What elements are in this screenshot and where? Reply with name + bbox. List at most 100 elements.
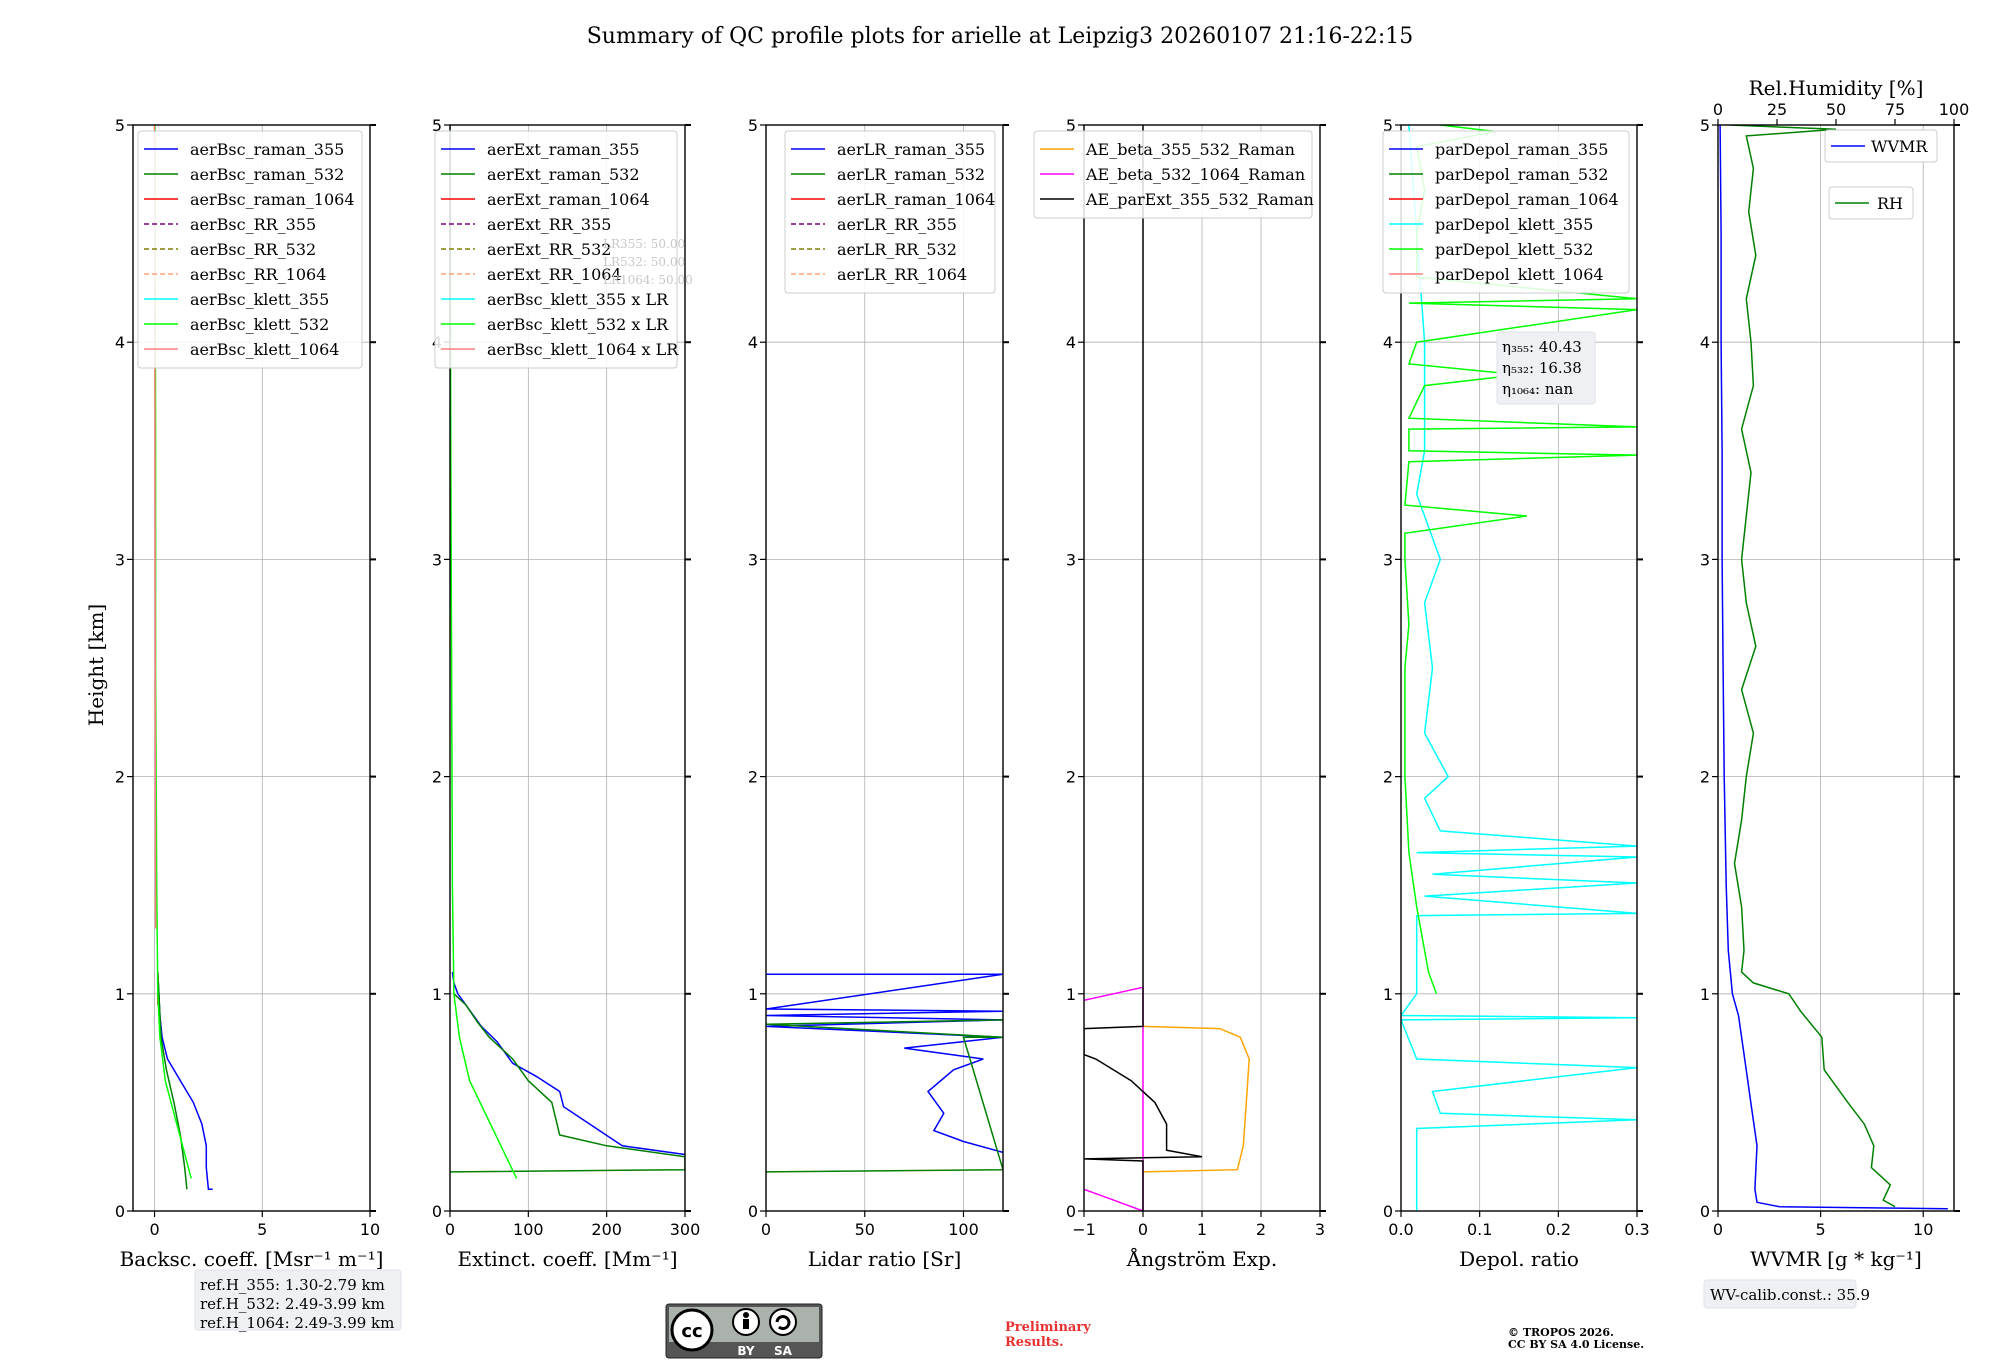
- series-line-aerext-raman-532: [450, 993, 685, 1173]
- x-tick-label: 100: [513, 1220, 544, 1239]
- legend-box: [1033, 130, 1313, 219]
- eta-line: η₁₀₆₄: nan: [1502, 380, 1573, 398]
- cc-sa-label: SA: [774, 1344, 793, 1358]
- preliminary-line2: Results.: [1005, 1335, 1064, 1350]
- legend-entry-label: AE_beta_355_532_Raman: [1085, 140, 1295, 159]
- legend-entry-label: aerLR_raman_532: [837, 165, 985, 184]
- x2-tick-label: 0: [1713, 100, 1723, 119]
- y-tick-label: 2: [432, 768, 442, 787]
- legend-entry-label: aerBsc_klett_1064 x LR: [487, 340, 679, 359]
- x-tick-label: 10: [360, 1220, 380, 1239]
- eta-annotation-box: η₃₅₅: 40.43 η₅₃₂: 16.38 η₁₀₆₄: nan: [1496, 331, 1596, 405]
- y-tick-label: 0: [748, 1202, 758, 1221]
- legend: AE_beta_355_532_Raman AE_beta_532_1064_Ra…: [1033, 130, 1314, 219]
- wv-calib-text: WV-calib.const.: 35.9: [1710, 1286, 1870, 1304]
- refh-annotation-box: ref.H_355: 1.30-2.79 km ref.H_532: 2.49-…: [194, 1269, 402, 1332]
- legend-entry-label: aerLR_raman_355: [837, 140, 985, 159]
- panel-ext: 0123450100200300Extinct. coeff. [Mm⁻¹]ae…: [432, 116, 700, 1271]
- y-tick-label: 5: [432, 116, 442, 135]
- legend-entry-label: aerExt_raman_355: [487, 140, 640, 159]
- x-tick-label: 1: [1197, 1220, 1207, 1239]
- legend-box: [137, 130, 363, 369]
- legend-entry-label: aerExt_RR_532: [487, 240, 611, 259]
- legend: parDepol_raman_355 parDepol_raman_532 parD…: [1382, 130, 1630, 294]
- legend-box: [1382, 130, 1630, 294]
- x2-axis-label: Rel.Humidity [%]: [1749, 76, 1924, 100]
- legend-entry-label: aerBsc_raman_532: [190, 165, 344, 184]
- y-tick-label: 4: [1700, 333, 1710, 352]
- y-tick-label: 5: [748, 116, 758, 135]
- panel-bsc: 0 1 2 3 4 5 0 5 10 Backsc. coeff. [Msr⁻¹ m⁻¹] aerB…: [115, 116, 384, 1271]
- wv-calib-box: WV-calib.const.: 35.9: [1703, 1279, 1870, 1309]
- x-tick-label: 100: [948, 1220, 979, 1239]
- y-tick-label: 4: [1383, 333, 1393, 352]
- legend-entry-label: aerExt_raman_1064: [487, 190, 650, 209]
- y-tick-label: 1: [1700, 985, 1710, 1004]
- wv-calib-bg: [1703, 1279, 1857, 1309]
- legend-entry-label: aerExt_raman_532: [487, 165, 640, 184]
- legend-box: [1828, 186, 1914, 220]
- y-tick-label: 1: [432, 985, 442, 1004]
- series-line-aerbsc-raman-532: [157, 972, 188, 1190]
- sa-share-icon: [769, 1308, 797, 1336]
- figure-title: Summary of QC profile plots for arielle …: [587, 24, 1414, 49]
- y-tick-label: 0: [115, 1202, 125, 1221]
- series-line-aerbsc-klett-532-x-lr: [450, 125, 518, 1179]
- y-tick-label: 1: [748, 985, 758, 1004]
- y-tick-label: 2: [1383, 768, 1393, 787]
- y-tick-label: 2: [115, 768, 125, 787]
- y-tick-label: 5: [1383, 116, 1393, 135]
- legend-entry-label: AE_parExt_355_532_Raman: [1085, 190, 1314, 209]
- x-tick-label: 0.2: [1546, 1220, 1571, 1239]
- x-tick-label: −1: [1072, 1220, 1096, 1239]
- x-axis-label: Extinct. coeff. [Mm⁻¹]: [457, 1247, 677, 1271]
- eta-box-bg: [1496, 331, 1596, 405]
- legend-entry-label: aerLR_RR_1064: [837, 265, 967, 284]
- series-line-pardepol-klett-355: [1401, 125, 1637, 1211]
- x2-tick-label: 50: [1826, 100, 1846, 119]
- legend-wvmr: WVMR: [1824, 129, 1938, 163]
- refh-line-1064: ref.H_1064: 2.49-3.99 km: [200, 1314, 394, 1332]
- legend-entry-label: parDepol_klett_532: [1435, 240, 1593, 259]
- refh-box-bg: [194, 1269, 402, 1331]
- x-tick-label: 0: [149, 1220, 159, 1239]
- legend-entry-label: aerBsc_klett_355 x LR: [487, 290, 669, 309]
- legend-box: [1824, 129, 1938, 163]
- legend-entry-label: aerExt_RR_1064: [487, 265, 622, 284]
- legend-entry-label: aerBsc_raman_355: [190, 140, 344, 159]
- y-tick-label: 1: [1066, 985, 1076, 1004]
- refh-line-355: ref.H_355: 1.30-2.79 km: [200, 1276, 385, 1294]
- x-tick-label: 0.0: [1388, 1220, 1413, 1239]
- x-tick-label: 200: [591, 1220, 622, 1239]
- legend: aerLR_raman_355 aerLR_raman_532 aerLR_rama…: [784, 130, 996, 294]
- y-tick-label: 3: [432, 550, 442, 569]
- x2-tick-label: 75: [1885, 100, 1905, 119]
- preliminary-line1: Preliminary: [1005, 1320, 1091, 1335]
- y-tick-label: 3: [748, 550, 758, 569]
- series-line-wvmr: [1719, 125, 1948, 1210]
- legend-box: [784, 130, 996, 294]
- legend: aerBsc_raman_355 aerBsc_raman_532 aerBsc_r…: [137, 130, 363, 369]
- legend-entry-label: aerBsc_RR_1064: [190, 265, 326, 284]
- legend-entry-label: aerBsc_klett_532: [190, 315, 329, 334]
- legend-entry-label: aerBsc_RR_532: [190, 240, 316, 259]
- legend-entry-label: aerBsc_klett_355: [190, 290, 329, 309]
- x-tick-label: 0.1: [1467, 1220, 1492, 1239]
- by-person-body: [743, 1319, 749, 1329]
- legend-entry-label: parDepol_raman_355: [1435, 140, 1608, 159]
- plot-frame: [765, 124, 1004, 1212]
- by-person-head: [743, 1312, 749, 1318]
- legend-entry-label: aerExt_RR_355: [487, 215, 611, 234]
- eta-line: η₅₃₂: 16.38: [1502, 359, 1582, 377]
- x-axis-label: Depol. ratio: [1459, 1247, 1579, 1271]
- legend-entry-label: aerLR_RR_355: [837, 215, 957, 234]
- y-axis-label: Height [km]: [84, 604, 108, 726]
- y-tick-label: 1: [1383, 985, 1393, 1004]
- faint-lidar-ratio-label: LR1064: 50.00: [603, 273, 693, 287]
- plot-frame: [132, 124, 371, 1212]
- y-tick-label: 0: [1383, 1202, 1393, 1221]
